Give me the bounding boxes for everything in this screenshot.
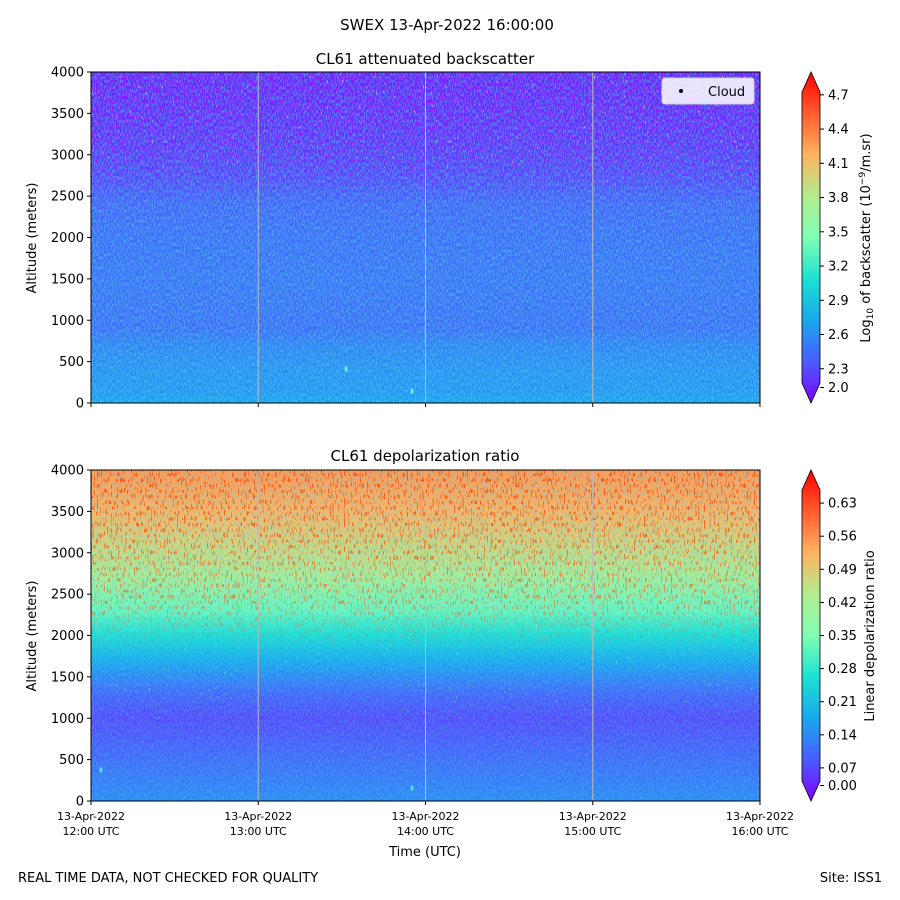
depolarization-heatmap bbox=[91, 470, 760, 801]
footer-quality-note: REAL TIME DATA, NOT CHECKED FOR QUALITY bbox=[18, 871, 318, 886]
colorbar-tick-label: 0.21 bbox=[828, 695, 857, 710]
x-tick-label-time: 12:00 UTC bbox=[62, 825, 119, 838]
backscatter-colorbar-label: Log10 of backscatter (10−9/m.sr) bbox=[858, 133, 876, 342]
colorbar-tick-label: 2.0 bbox=[828, 381, 849, 396]
backscatter-y-ticks: 0 500 1000 1500 2000 2500 3000 3500 4000 bbox=[51, 66, 91, 412]
cb1-label-mid: of backscatter (10 bbox=[859, 185, 874, 308]
colorbar-tick-label: 0.07 bbox=[828, 761, 857, 776]
legend-cloud-label: Cloud bbox=[708, 85, 745, 100]
depolarization-panel: CL61 depolarization ratio 0 500 1000 1500 20… bbox=[25, 447, 878, 860]
depolarization-colorbar-bar bbox=[801, 469, 821, 802]
colorbar-tick-label: 0.56 bbox=[828, 530, 857, 545]
x-tick-label-date: 13-Apr-2022 bbox=[726, 810, 794, 823]
backscatter-colorbar: 2.0 2.3 2.6 2.9 3.2 3.5 3.8 4.1 4.4 4.7 Log10 of … bbox=[801, 71, 876, 404]
y-tick-label: 500 bbox=[59, 753, 84, 768]
backscatter-x-ticks bbox=[90, 403, 761, 407]
y-tick-label: 1500 bbox=[51, 670, 84, 685]
bright-spot bbox=[344, 366, 348, 372]
y-tick-label: 2500 bbox=[51, 588, 84, 603]
y-tick-label: 3000 bbox=[51, 148, 84, 163]
colorbar-tick-label: 0.00 bbox=[828, 779, 857, 794]
colorbar-tick-label: 0.28 bbox=[828, 662, 857, 677]
y-tick-label: 0 bbox=[76, 397, 84, 412]
x-tick-label-date: 13-Apr-2022 bbox=[559, 810, 627, 823]
y-tick-label: 500 bbox=[59, 355, 84, 370]
colorbar-tick-label: 2.6 bbox=[828, 328, 849, 343]
backscatter-title: CL61 attenuated backscatter bbox=[316, 50, 535, 68]
colorbar-tick-label: 0.49 bbox=[828, 563, 857, 578]
depolarization-time-gridlines bbox=[257, 470, 594, 801]
cb1-label-post: /m.sr) bbox=[859, 133, 874, 171]
x-tick-label-date: 13-Apr-2022 bbox=[224, 810, 292, 823]
bright-spot bbox=[410, 785, 414, 791]
figure-suptitle: SWEX 13-Apr-2022 16:00:00 bbox=[340, 16, 554, 34]
backscatter-heatmap bbox=[91, 72, 760, 403]
x-tick-label-time: 14:00 UTC bbox=[397, 825, 454, 838]
depolarization-colorbar-label: Linear depolarization ratio bbox=[863, 550, 878, 721]
y-tick-label: 4000 bbox=[51, 464, 84, 479]
backscatter-ylabel: Altitude (meters) bbox=[25, 183, 40, 294]
cb1-label-sub: 10 bbox=[866, 308, 876, 320]
y-tick-label: 2500 bbox=[51, 190, 84, 205]
backscatter-time-gridlines bbox=[257, 72, 594, 403]
colorbar-tick-label: 0.35 bbox=[828, 629, 857, 644]
y-tick-label: 3000 bbox=[51, 546, 84, 561]
y-tick-label: 4000 bbox=[51, 66, 84, 81]
depolarization-y-ticks: 0 500 1000 1500 2000 2500 3000 3500 4000 bbox=[51, 464, 91, 810]
depolarization-colorbar: 0.00 0.07 0.14 0.21 0.28 0.35 0.42 0.49 0.56 0.63… bbox=[801, 469, 878, 802]
bright-spot bbox=[99, 767, 103, 773]
footer-site: Site: ISS1 bbox=[820, 871, 882, 886]
colorbar-tick-label: 0.42 bbox=[828, 596, 857, 611]
x-tick-label-date: 13-Apr-2022 bbox=[391, 810, 459, 823]
cloud-marker-icon bbox=[679, 89, 683, 93]
backscatter-colorbar-bar bbox=[801, 71, 821, 404]
y-tick-label: 2000 bbox=[51, 231, 84, 246]
y-tick-label: 0 bbox=[76, 795, 84, 810]
colorbar-tick-label: 0.14 bbox=[828, 728, 857, 743]
x-tick-label-time: 13:00 UTC bbox=[230, 825, 287, 838]
colorbar-tick-label: 3.2 bbox=[828, 260, 849, 275]
legend-box bbox=[661, 77, 755, 105]
y-tick-label: 1500 bbox=[51, 272, 84, 287]
x-tick-label-time: 16:00 UTC bbox=[731, 825, 788, 838]
colorbar-tick-label: 2.9 bbox=[828, 294, 849, 309]
colorbar-tick-label: 4.1 bbox=[828, 157, 849, 172]
backscatter-colorbar-ticks: 2.0 2.3 2.6 2.9 3.2 3.5 3.8 4.1 4.4 4.7 bbox=[820, 88, 849, 396]
bright-spot bbox=[410, 388, 414, 394]
depolarization-xlabel: Time (UTC) bbox=[388, 845, 461, 860]
depolarization-ylabel: Altitude (meters) bbox=[25, 581, 40, 692]
colorbar-tick-label: 4.4 bbox=[828, 123, 849, 138]
colorbar-tick-label: 2.3 bbox=[828, 362, 849, 377]
depolarization-title: CL61 depolarization ratio bbox=[331, 447, 520, 465]
backscatter-panel: CL61 attenuated backscatter 0 500 1000 1500… bbox=[25, 50, 876, 412]
y-tick-label: 1000 bbox=[51, 314, 84, 329]
y-tick-label: 3500 bbox=[51, 107, 84, 122]
y-tick-label: 1000 bbox=[51, 712, 84, 727]
depolarization-colorbar-ticks: 0.00 0.07 0.14 0.21 0.28 0.35 0.42 0.49 0.56 0.63 bbox=[820, 497, 857, 794]
colorbar-tick-label: 0.63 bbox=[828, 497, 857, 512]
backscatter-legend[interactable]: Cloud bbox=[661, 77, 755, 105]
colorbar-tick-label: 3.8 bbox=[828, 191, 849, 206]
y-tick-label: 2000 bbox=[51, 629, 84, 644]
x-tick-label-date: 13-Apr-2022 bbox=[57, 810, 125, 823]
colorbar-tick-label: 4.7 bbox=[828, 88, 849, 103]
y-tick-label: 3500 bbox=[51, 505, 84, 520]
cb1-label-sup: −9 bbox=[858, 172, 868, 186]
colorbar-tick-label: 3.5 bbox=[828, 225, 849, 240]
x-tick-label-time: 15:00 UTC bbox=[564, 825, 621, 838]
depolarization-x-ticks: 13-Apr-2022 12:00 UTC 13-Apr-2022 13:00 UTC… bbox=[57, 801, 794, 838]
cb1-label-pre: Log bbox=[859, 319, 874, 342]
